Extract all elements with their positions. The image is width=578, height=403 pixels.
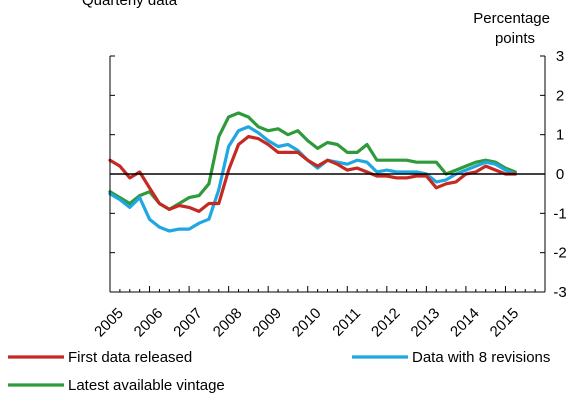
- series-line-latest-available-vintage: [108, 111, 517, 211]
- y-tick-label: -1: [553, 205, 566, 222]
- x-tick-label: 2015: [487, 305, 523, 341]
- legend: First data released Data with 8 revisions…: [8, 349, 550, 394]
- x-tick-label: 2010: [289, 305, 325, 341]
- x-tick-label: 2005: [91, 305, 127, 341]
- x-tick-label: 2009: [249, 305, 285, 341]
- series-line-first-data-released: [108, 135, 517, 213]
- x-tick-label: 2006: [131, 305, 167, 341]
- x-tick-label: 2013: [408, 305, 444, 341]
- y-axis-label-line2: points: [495, 30, 535, 47]
- y-tick-label: 3: [556, 48, 564, 65]
- x-tick-label: 2012: [368, 305, 404, 341]
- y-axis-label-line1: Percentage: [473, 10, 550, 27]
- legend-label: Latest available vintage: [68, 377, 225, 394]
- legend-label: First data released: [68, 349, 192, 366]
- y-tick-label: 1: [556, 127, 564, 144]
- legend-label: Data with 8 revisions: [412, 349, 550, 366]
- x-tick-label: 2007: [170, 305, 206, 341]
- x-tick-label: 2014: [447, 305, 483, 341]
- plot-area: [108, 111, 517, 233]
- y-tick-label: -3: [553, 284, 566, 301]
- x-tick-label: 2011: [329, 305, 364, 340]
- y-tick-label: -2: [553, 245, 566, 262]
- chart-subtitle: Quarterly data: [82, 0, 178, 9]
- x-tick-label: 2008: [210, 305, 246, 341]
- series-line-data-with-8-revisions: [108, 125, 517, 233]
- y-tick-label: 2: [556, 87, 564, 104]
- y-tick-label: 0: [556, 166, 564, 183]
